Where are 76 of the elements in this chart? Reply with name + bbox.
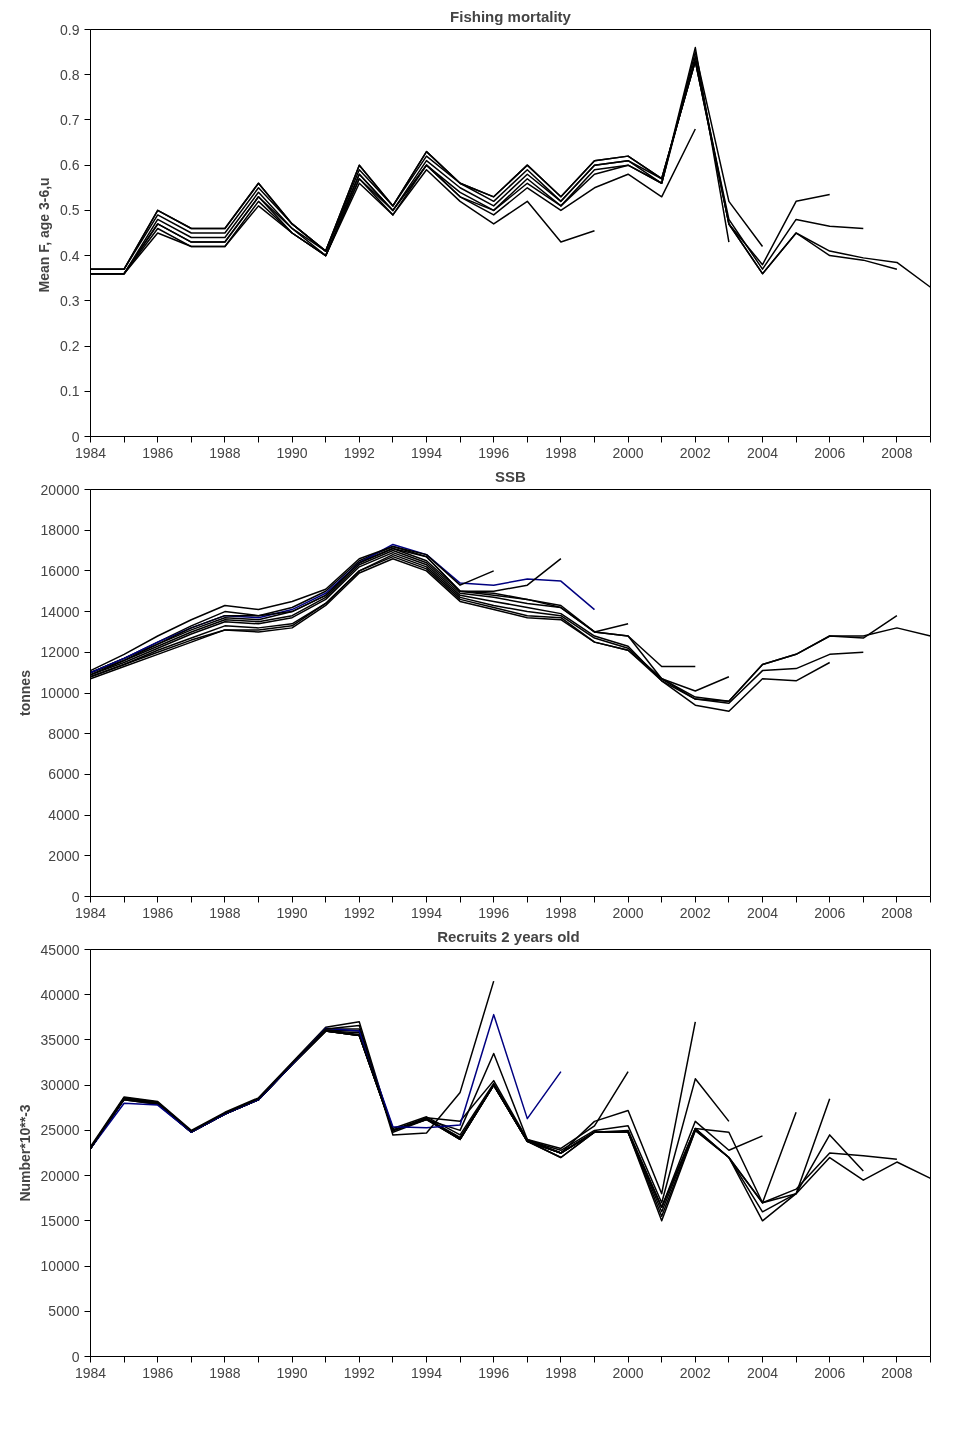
y-tick-label: 0: [71, 428, 80, 445]
y-tick-label: 10000: [40, 685, 80, 701]
y-tick-label: 0.1: [60, 383, 80, 400]
x-tick-label: 2004: [746, 1364, 779, 1381]
y-tick-label: 45000: [40, 941, 80, 958]
y-tick-label: 5000: [48, 1303, 80, 1320]
y-tick-label: 40000: [40, 986, 80, 1003]
y-tick-label: 0.5: [60, 202, 80, 219]
x-tick-label: 1994: [410, 1364, 443, 1381]
x-tick-label: 1996: [478, 904, 510, 921]
x-tick-label: 1984: [74, 1364, 107, 1381]
x-tick-label: 1986: [142, 1364, 174, 1381]
y-tick-label: 10000: [40, 1258, 80, 1275]
x-tick-label: 2002: [679, 1364, 712, 1381]
x-tick-label: 1992: [343, 904, 376, 921]
x-tick-label: 1998: [545, 444, 577, 461]
x-tick-label: 2008: [881, 1364, 913, 1381]
x-tick-label: 1986: [142, 904, 174, 921]
x-tick-label: 1984: [74, 444, 107, 461]
x-tick-label: 2000: [612, 1364, 644, 1381]
x-tick-label: 2004: [746, 904, 779, 921]
x-tick-label: 1988: [209, 1364, 241, 1381]
x-tick-label: 1996: [478, 444, 510, 461]
x-tick-label: 2004: [746, 444, 779, 461]
x-tick-label: 2002: [679, 904, 712, 921]
x-tick-label: 1998: [545, 904, 577, 921]
x-tick-label: 2000: [612, 904, 644, 921]
y-tick-label: 0.4: [60, 247, 80, 264]
x-tick-label: 1984: [74, 904, 107, 921]
y-tick-label: 0.8: [60, 66, 80, 83]
x-tick-label: 1988: [209, 904, 241, 921]
x-tick-label: 2002: [679, 444, 712, 461]
x-tick-label: 2006: [814, 1364, 846, 1381]
x-tick-label: 2008: [881, 444, 913, 461]
y-tick-label: 30000: [40, 1077, 80, 1094]
y-tick-label: 12000: [40, 644, 80, 661]
x-tick-label: 1994: [410, 904, 443, 921]
x-tick-label: 2006: [814, 444, 846, 461]
chart-title: Recruits 2 years old: [437, 927, 580, 945]
chart-title: SSB: [495, 467, 527, 485]
y-tick-label: 8000: [48, 725, 80, 742]
y-tick-label: 20000: [40, 481, 80, 498]
x-tick-label: 2000: [612, 444, 644, 461]
y-tick-label: 0.9: [60, 21, 80, 38]
y-tick-label: 15000: [40, 1212, 80, 1229]
x-tick-label: 2006: [814, 904, 846, 921]
x-tick-label: 1990: [276, 904, 308, 921]
y-tick-label: 0: [71, 888, 80, 905]
x-tick-label: 2008: [881, 904, 913, 921]
y-tick-label: 0.6: [60, 157, 80, 174]
x-tick-label: 1990: [276, 1364, 308, 1381]
y-tick-label: 2000: [48, 847, 80, 864]
y-tick-label: 18000: [40, 522, 80, 539]
chart-title: Fishing mortality: [450, 7, 572, 25]
y-tick-label: 35000: [40, 1031, 80, 1048]
y-axis-title: tonnes: [16, 669, 33, 716]
y-tick-label: 0.3: [60, 292, 80, 309]
x-tick-label: 1992: [343, 444, 376, 461]
y-tick-label: 0.2: [60, 338, 80, 355]
x-tick-label: 1988: [209, 444, 241, 461]
y-tick-label: 4000: [48, 807, 80, 824]
x-tick-label: 1998: [545, 1364, 577, 1381]
y-tick-label: 0: [71, 1348, 80, 1365]
y-tick-label: 6000: [48, 766, 80, 783]
y-tick-label: 20000: [40, 1167, 80, 1184]
x-tick-label: 1986: [142, 444, 174, 461]
y-tick-label: 25000: [40, 1122, 80, 1139]
y-tick-label: 16000: [40, 562, 80, 579]
y-axis-title: Mean F, age 3-6,u: [36, 177, 53, 293]
x-tick-label: 1994: [410, 444, 443, 461]
y-tick-label: 14000: [40, 603, 80, 620]
y-tick-label: 0.7: [60, 111, 80, 128]
x-tick-label: 1996: [478, 1364, 510, 1381]
x-tick-label: 1992: [343, 1364, 376, 1381]
y-axis-title: Number*10**-3: [16, 1104, 33, 1202]
x-tick-label: 1990: [276, 444, 308, 461]
